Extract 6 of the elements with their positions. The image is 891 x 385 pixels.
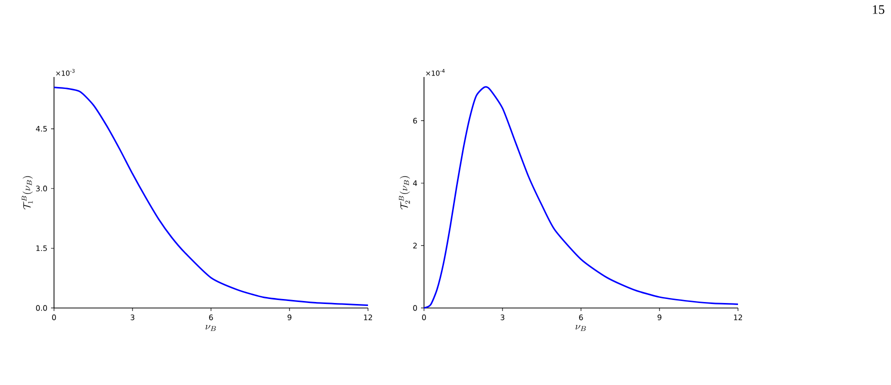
y-axis-title: $\mathcal{T}_1^B(\nu_B)$	[22, 176, 33, 210]
x-axis-title: $\nu_B$	[576, 324, 586, 331]
x-axis-title: $\nu_B$	[206, 324, 216, 331]
y-axis-title: $\mathcal{T}_2^B(\nu_B)$	[398, 176, 410, 210]
text: 15	[872, 5, 884, 14]
line-series	[53, 86, 369, 306]
